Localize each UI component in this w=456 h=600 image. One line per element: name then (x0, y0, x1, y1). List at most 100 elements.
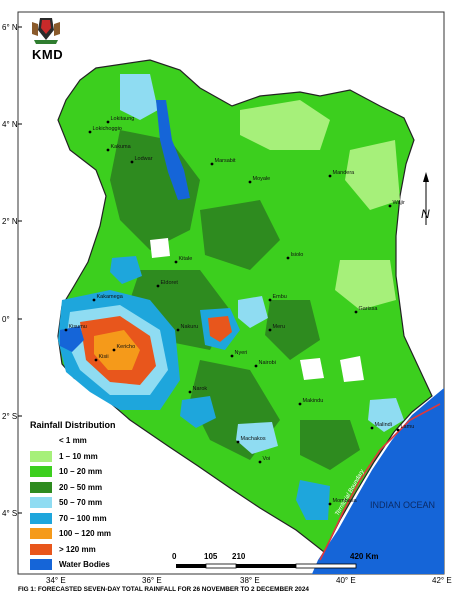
longitude-label: 36° E (142, 576, 162, 585)
town-marker (396, 428, 400, 432)
legend-item: 20 – 50 mm (30, 480, 150, 496)
north-arrow-letter: N (421, 207, 430, 221)
town-marker (286, 256, 290, 260)
legend-swatch (30, 466, 52, 478)
legend-swatch (30, 450, 52, 462)
town-label: Embu (273, 294, 287, 300)
patch-20-50mm (265, 300, 320, 360)
scale-bar: 0 105 210 420 Km (172, 552, 378, 569)
latitude-labels: 6° N 4° N 2° N 0° 2° S 4° S (2, 23, 22, 518)
town-label: Garissa (359, 306, 379, 312)
town-marker (248, 180, 252, 184)
zone-50-70mm (368, 398, 404, 432)
legend-item: 100 – 120 mm (30, 526, 150, 542)
legend-item: 50 – 70 mm (30, 495, 150, 511)
territorial-boundary (319, 403, 441, 561)
patch-lt1mm (340, 356, 364, 382)
town-label: Kakuma (111, 144, 132, 150)
legend-label: < 1 mm (59, 436, 87, 446)
town-marker (236, 440, 240, 444)
legend-item: 10 – 20 mm (30, 464, 150, 480)
town-label: Meru (273, 324, 286, 330)
town-label: Mombasa (333, 498, 358, 504)
legend-label: > 120 mm (59, 544, 96, 554)
legend-label: 70 – 100 mm (59, 513, 107, 523)
lake-turkana (156, 100, 190, 200)
zone-70-100mm (110, 256, 142, 284)
legend-swatch (30, 512, 52, 524)
north-arrow: N (421, 172, 430, 225)
legend-swatch (30, 481, 52, 493)
town-marker (174, 260, 178, 264)
legend-item: > 120 mm (30, 542, 150, 558)
indian-ocean-label: INDIAN OCEAN (370, 500, 435, 510)
latitude-label: 0° (2, 315, 10, 324)
town-marker (258, 460, 262, 464)
town-label: Lodwar (135, 156, 153, 162)
town-label: Voi (263, 456, 271, 462)
town-marker (254, 364, 258, 368)
town-marker (388, 204, 392, 208)
town-marker (156, 284, 160, 288)
patch-lt1mm (300, 358, 324, 380)
legend-title: Rainfall Distribution (30, 420, 116, 430)
town-marker (328, 174, 332, 178)
town-label: Lokitaung (111, 116, 135, 122)
legend-item: 1 – 10 mm (30, 449, 150, 465)
town-label: Kericho (117, 344, 136, 350)
legend-swatch (30, 528, 52, 540)
longitude-label: 34° E (46, 576, 66, 585)
town-label: Nakuru (181, 324, 199, 330)
zone-70-100mm (180, 396, 216, 428)
town-marker (298, 402, 302, 406)
legend-label: Water Bodies (59, 560, 110, 570)
town-label: Lokichoggio (93, 126, 122, 132)
legend-swatch (30, 497, 52, 509)
zone-100-120mm (94, 330, 140, 370)
scale-tick-label: 420 Km (350, 552, 378, 561)
latitude-label: 2° N (2, 217, 18, 226)
town-marker (370, 426, 374, 430)
latitude-label: 2° S (2, 412, 17, 421)
legend-swatch (30, 435, 52, 447)
town-label: Eldoret (161, 280, 179, 286)
town-label: Isiolo (291, 252, 304, 258)
scale-tick-label: 210 (232, 552, 246, 561)
legend-item: < 1 mm (30, 433, 150, 449)
longitude-label: 38° E (240, 576, 260, 585)
town-marker (354, 310, 358, 314)
town-label: Kisii (99, 354, 109, 360)
scale-tick-label: 0 (172, 552, 177, 561)
figure-caption: FIG 1: FORECASTED SEVEN-DAY TOTAL RAINFA… (18, 586, 309, 593)
town-label: Malindi (375, 422, 392, 428)
lake-victoria (60, 326, 84, 352)
town-label: Wajir (393, 200, 405, 206)
town-label: Kitale (179, 256, 193, 262)
legend-swatch (30, 543, 52, 555)
town-marker (64, 328, 68, 332)
town-marker (106, 120, 110, 124)
town-marker (106, 148, 110, 152)
legend-swatch (30, 559, 52, 571)
zone-50-70mm (238, 296, 268, 328)
town-marker (230, 354, 234, 358)
town-marker (268, 298, 272, 302)
town-marker (176, 328, 180, 332)
town-label: Nairobi (259, 360, 276, 366)
town-label: Moyale (253, 176, 271, 182)
town-label: Mandera (333, 170, 356, 176)
town-marker (188, 390, 192, 394)
legend-label: 100 – 120 mm (59, 529, 112, 539)
town-label: Marsabit (215, 158, 237, 164)
zone-70-100mm (296, 480, 330, 520)
latitude-label: 4° N (2, 120, 18, 129)
longitude-label: 40° E (336, 576, 356, 585)
town-label: Kakamega (97, 294, 124, 300)
town-marker (130, 160, 134, 164)
town-marker (94, 358, 98, 362)
town-label: Nyeri (235, 350, 248, 356)
legend-label: 1 – 10 mm (59, 451, 98, 461)
patch-lt1mm (150, 238, 170, 258)
